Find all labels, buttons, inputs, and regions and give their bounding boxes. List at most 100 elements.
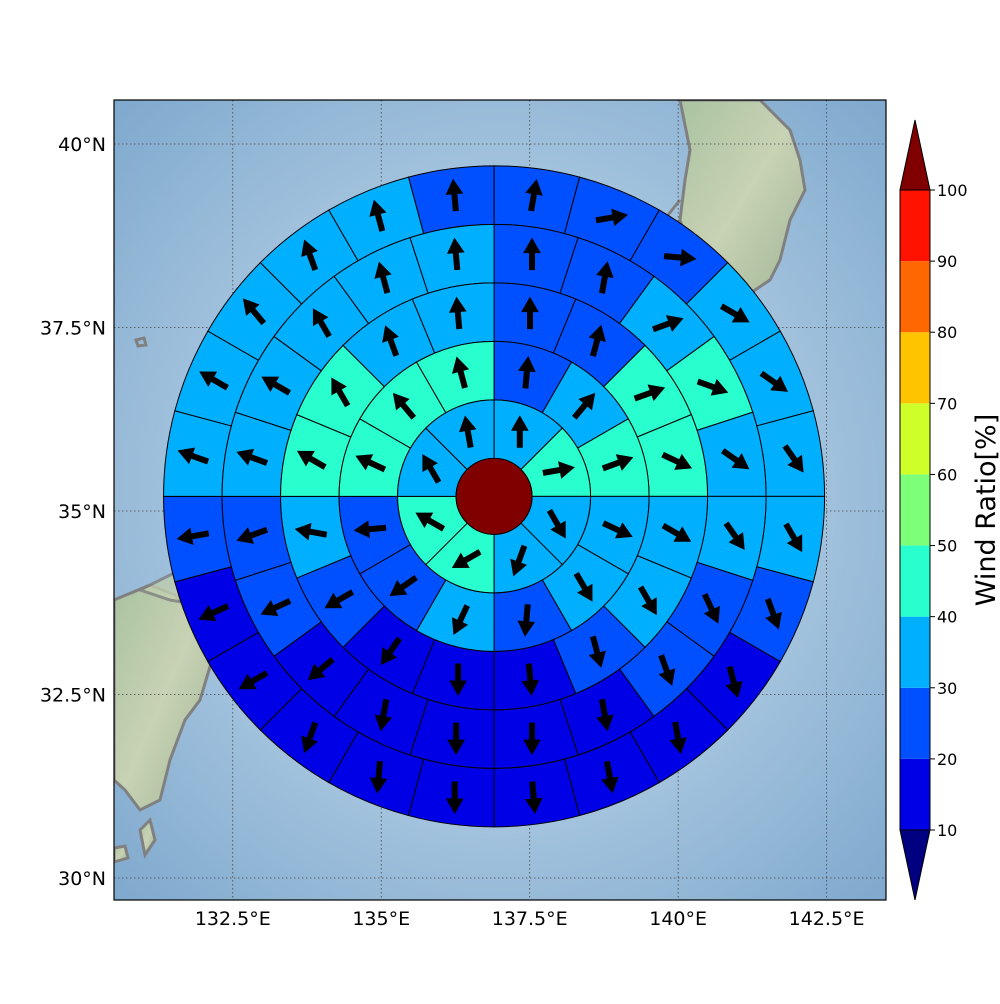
longitude-tick-labels: 132.5°E 135°E 137.5°E 140°E 142.5°E (195, 908, 865, 930)
colorbar-tick-label: 90 (937, 252, 957, 271)
wind-sector (163, 495, 232, 583)
wind-arrow (518, 355, 536, 389)
colorbar-tick-label: 50 (937, 537, 957, 556)
lon-tick-label: 132.5°E (195, 908, 271, 930)
wind-arrow (696, 378, 729, 396)
wind-arrow (447, 722, 465, 756)
wind-arrow (661, 522, 692, 542)
lon-tick-label: 135°E (352, 908, 410, 930)
wind-arrow (633, 384, 666, 402)
wind-arrow (382, 325, 400, 357)
colorbar-tick-label: 30 (937, 679, 957, 698)
wind-arrow (658, 654, 676, 686)
wind-arrow (517, 604, 536, 637)
colorbar-tick-label: 80 (937, 323, 957, 342)
wind-arrow (374, 261, 392, 294)
colorbar-tick-label: 70 (937, 394, 957, 413)
wind-arrow (369, 760, 388, 794)
wind-arrow (451, 604, 470, 636)
wind-arrow (238, 670, 269, 690)
colorbar-tick-label: 60 (937, 465, 957, 484)
wind-arrow (451, 549, 482, 569)
wind-arrow (651, 315, 684, 333)
wind-arrow (324, 589, 355, 609)
wind-arrow (669, 721, 687, 755)
wind-arrow (759, 370, 788, 392)
wind-arrow (445, 781, 464, 815)
wind-arrow (523, 722, 541, 756)
latitude-tick-labels: 40°N 37.5°N 35°N 32.5°N 30°N (40, 134, 106, 890)
wind-arrow (199, 371, 229, 391)
colorbar-tick-label: 100 (937, 181, 968, 200)
wind-arrow (595, 208, 629, 227)
lat-tick-label: 40°N (58, 134, 106, 156)
wind-arrow (572, 392, 596, 420)
wind-arrow (446, 237, 465, 271)
wind-arrow (521, 663, 540, 696)
wind-arrow (719, 303, 750, 323)
colorbar-tick-label: 40 (937, 608, 957, 627)
wind-arrow (637, 585, 657, 616)
wind-arrow (721, 448, 750, 470)
lon-tick-label: 142.5°E (789, 908, 865, 930)
lat-tick-label: 35°N (58, 501, 106, 523)
wind-arrow (701, 592, 720, 624)
lat-tick-label: 32.5°N (40, 684, 106, 706)
wind-arrow (588, 635, 606, 668)
wind-arrow (510, 544, 528, 577)
wind-arrow (422, 454, 442, 484)
wind-arrow (725, 665, 743, 699)
colorbar-bin (900, 687, 930, 759)
colorbar-bin (900, 332, 930, 404)
wind-arrow (573, 572, 593, 602)
wind-arrows (176, 178, 804, 815)
colorbar-bin (900, 474, 930, 546)
wind-arrow (445, 178, 464, 212)
wind-arrow (663, 248, 697, 267)
wind-arrow (510, 415, 529, 448)
wind-arrow (601, 760, 619, 794)
wind-arrow (369, 199, 387, 232)
lat-tick-label: 30°N (58, 868, 106, 890)
wind-arrow (415, 512, 446, 532)
wind-sector (407, 165, 495, 235)
colorbar-bin (900, 403, 930, 475)
wind-arrow (176, 527, 210, 546)
wind-arrow (307, 657, 335, 681)
colorbar-bin (900, 261, 930, 333)
wind-arrow (783, 522, 803, 553)
wind-arrow (312, 308, 332, 338)
land-small-isle (138, 817, 157, 859)
colorbar-tick-label: 10 (937, 821, 957, 840)
wind-arrow (521, 296, 539, 330)
map-frame (113, 99, 887, 901)
wind-arrow (242, 298, 267, 326)
wind-arrow (355, 454, 387, 473)
wind-arrow (236, 448, 269, 466)
wind-arrow (601, 454, 634, 472)
wind-arrow (723, 521, 745, 550)
wind-arrow (596, 698, 614, 732)
wind-arrow (260, 598, 292, 617)
wind-arrow (294, 522, 328, 541)
wind-arrow (374, 698, 393, 732)
colorbar-bin (900, 758, 930, 830)
lat-tick-label: 37.5°N (40, 318, 106, 340)
wind-arrow (389, 574, 418, 597)
wind-arrow (588, 324, 606, 357)
colorbar-under-extension (899, 829, 931, 901)
coastline-okino (134, 336, 148, 348)
wind-arrow (601, 520, 633, 539)
wind-arrow (452, 356, 470, 389)
center-marker-group (455, 457, 533, 535)
wind-arrow (458, 415, 477, 449)
wind-arrow (198, 603, 230, 622)
wind-arrow (261, 376, 291, 396)
lon-tick-label: 137.5°E (492, 908, 568, 930)
colorbar-over-extension (899, 119, 931, 191)
wind-arrow (525, 178, 543, 212)
colorbar-bin (900, 616, 930, 688)
wind-arrow (301, 721, 319, 754)
lon-tick-label: 140°E (649, 908, 707, 930)
